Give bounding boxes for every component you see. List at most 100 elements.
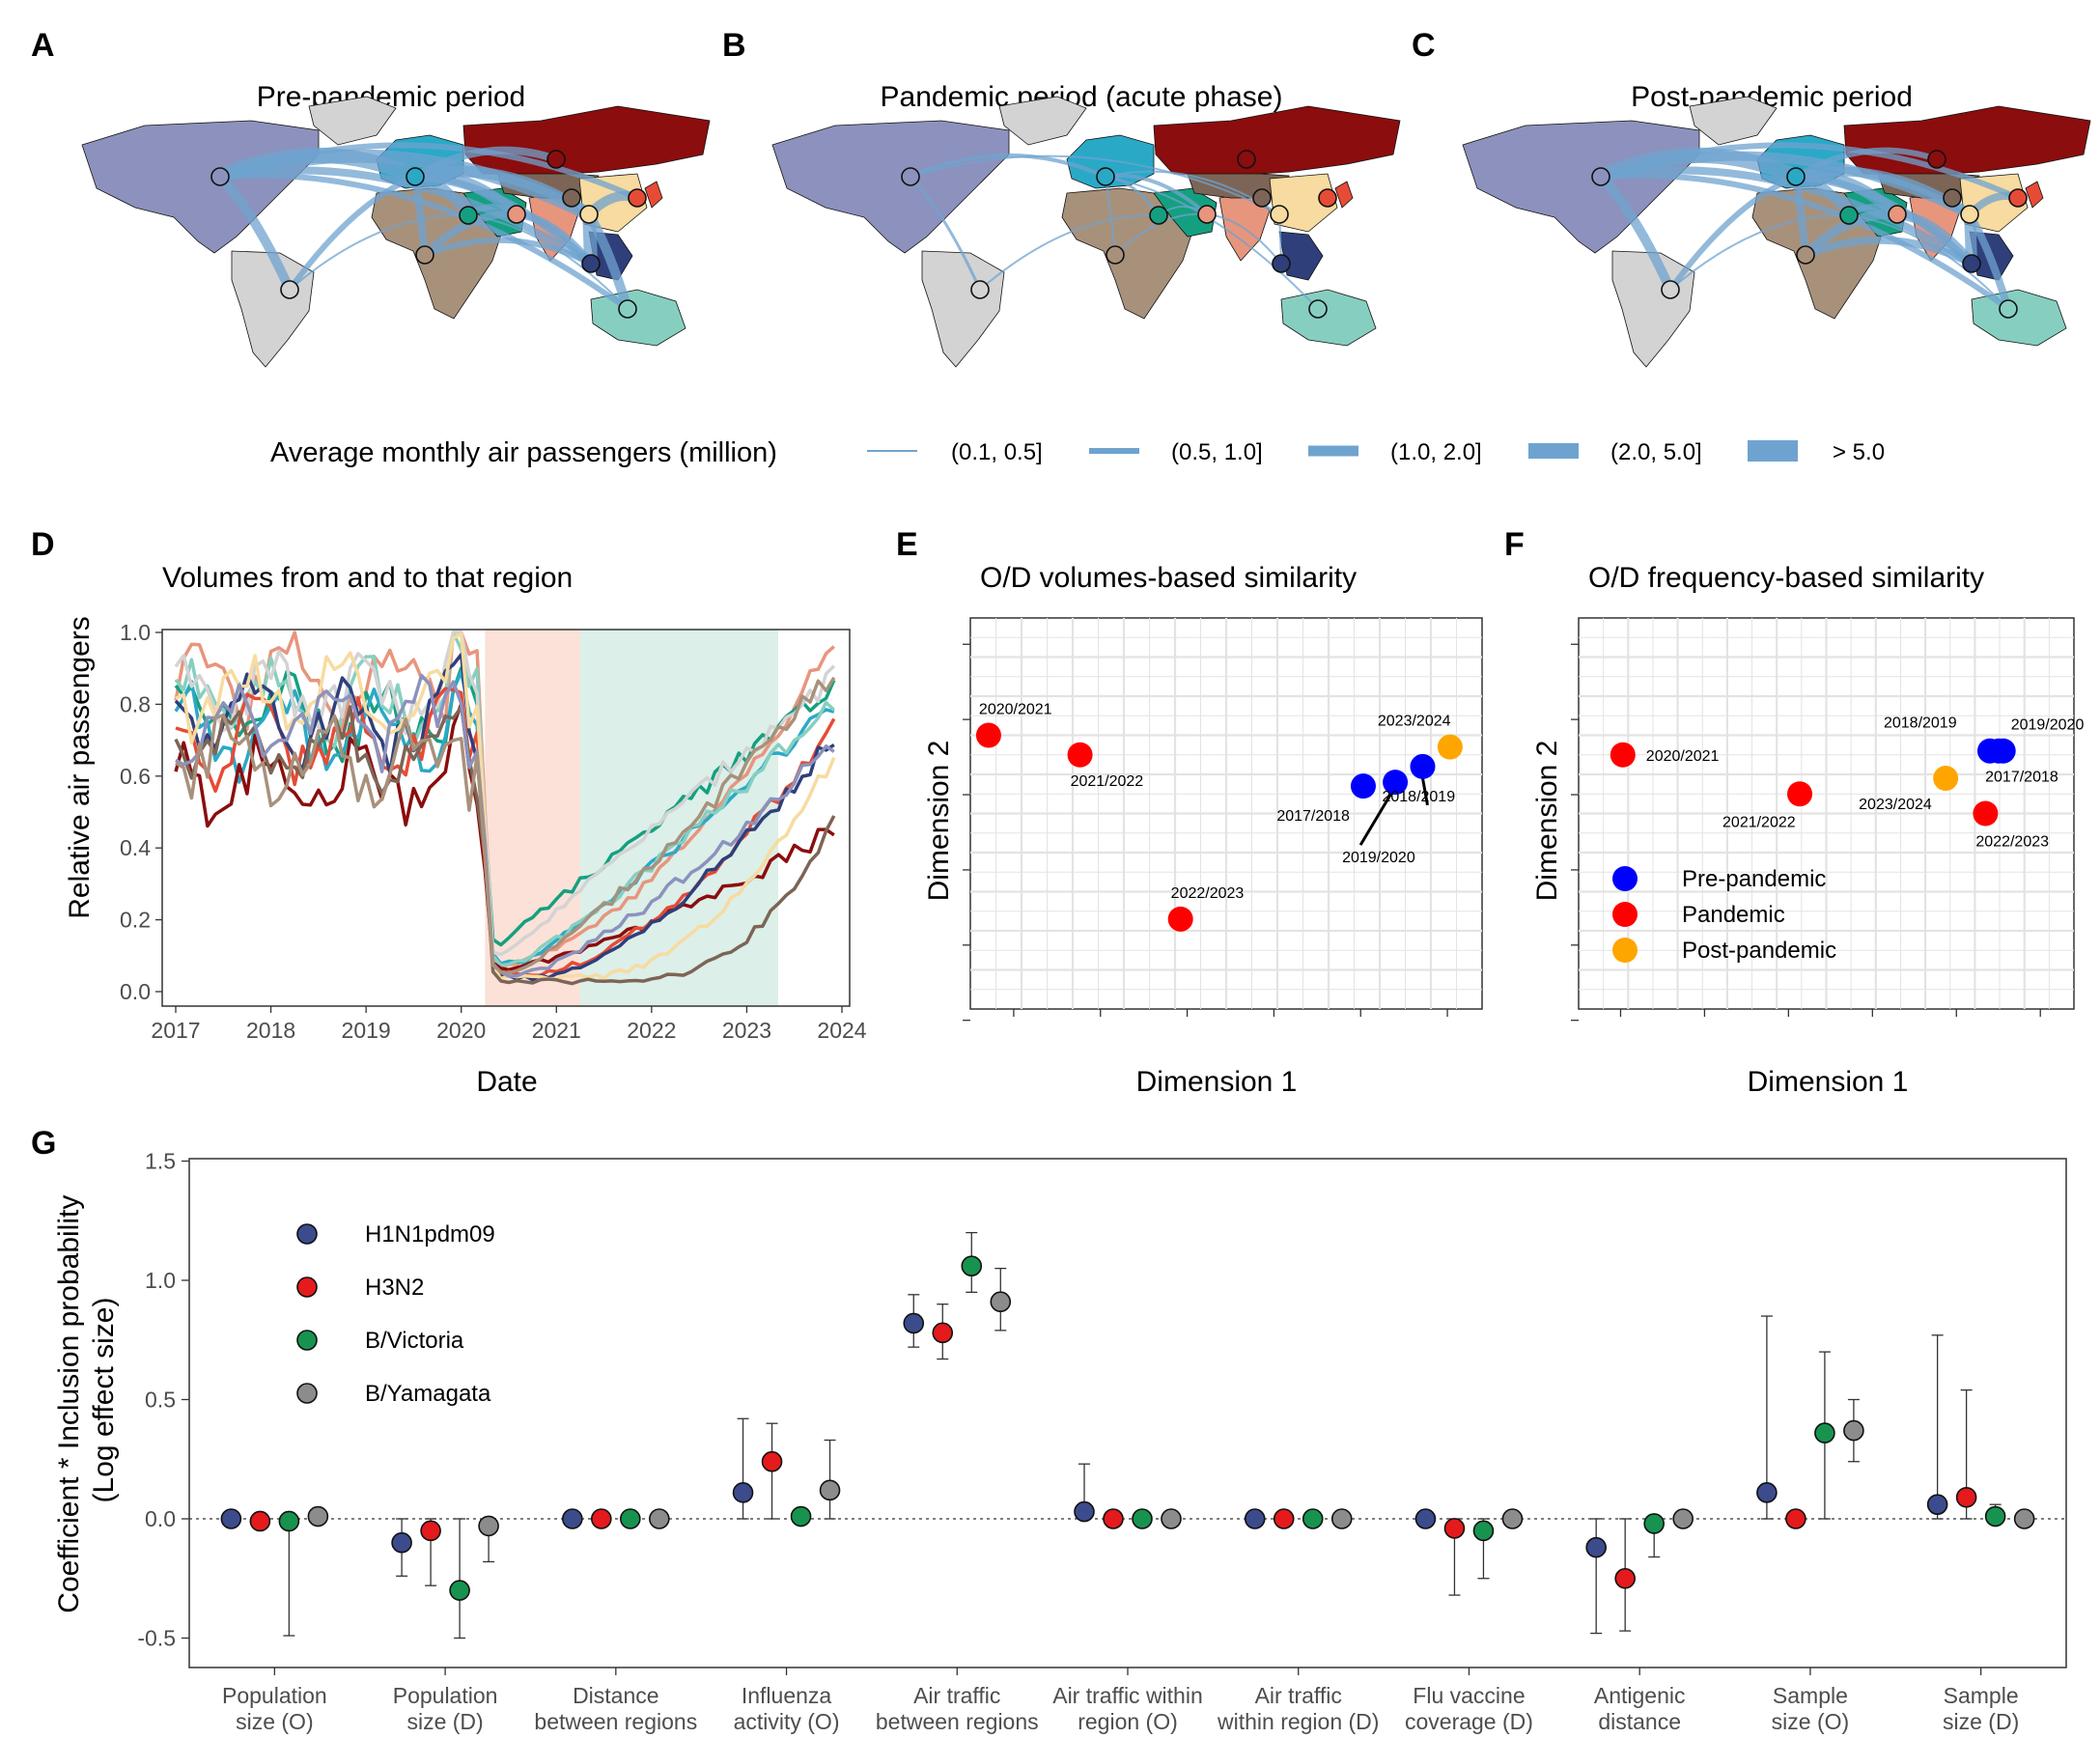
panel-label-a: A xyxy=(31,27,55,64)
air-route xyxy=(1792,173,1975,267)
point-label: 2023/2024 xyxy=(1859,797,1932,813)
category-label: Antigenic distance xyxy=(1594,1683,1686,1734)
air-route xyxy=(289,213,469,291)
region-node-af xyxy=(1796,245,1815,265)
map-a xyxy=(81,96,711,368)
panel-f-title: O/D frequency-based similarity xyxy=(1588,562,1984,594)
map-region-sa xyxy=(231,250,315,368)
map-region-na xyxy=(81,120,320,254)
panel-d-xlabel: Date xyxy=(476,1066,537,1098)
map-legend-item-4: (2.0, 5.0] xyxy=(1610,439,1702,465)
point-B/Victoria xyxy=(1984,1505,2006,1528)
y-tick-label: 0.4 xyxy=(120,835,151,860)
map-region-japan xyxy=(2025,181,2044,209)
legend-label: H1N1pdm09 xyxy=(365,1221,495,1247)
air-route xyxy=(1596,172,1675,294)
map-region-greenland xyxy=(1689,96,1778,146)
point-B/Victoria xyxy=(1643,1513,1665,1534)
panel-g-ylabel-line1: Coefficient * Inclusion probability xyxy=(53,1195,85,1613)
point-H1N1pdm09 xyxy=(562,1508,583,1529)
category-label: Air traffic within region (O) xyxy=(1052,1683,1203,1734)
air-route xyxy=(1802,236,1975,267)
category-label: Population size (D) xyxy=(393,1683,498,1734)
point-label: 2017/2018 xyxy=(1985,770,2058,786)
panel-f-xlabel: Dimension 1 xyxy=(1748,1066,1909,1098)
point-B/Victoria xyxy=(278,1510,300,1532)
point-H3N2 xyxy=(1955,1486,1977,1508)
air-route xyxy=(411,173,595,267)
map-region-sa xyxy=(1611,250,1695,368)
category-label-line: size (O) xyxy=(1772,1709,1850,1734)
region-node-ca xyxy=(1252,188,1272,208)
panel-e-title: O/D volumes-based similarity xyxy=(980,562,1357,594)
legend-swatch xyxy=(1612,902,1638,927)
category-label-line: Air traffic within xyxy=(1052,1683,1203,1708)
legend-swatch xyxy=(296,1383,318,1404)
point-2018/2019 xyxy=(1410,753,1436,779)
region-node-na xyxy=(210,167,230,186)
point-H3N2 xyxy=(1443,1518,1466,1539)
map-region-japan xyxy=(644,181,663,209)
region-node-ca xyxy=(1943,188,1962,208)
point-label: 2021/2022 xyxy=(1071,773,1144,790)
x-tick-label: 2018 xyxy=(246,1018,295,1043)
panel-label-f: F xyxy=(1504,526,1525,563)
region-node-eu xyxy=(1786,167,1806,186)
air-route xyxy=(422,237,594,266)
region-node-sea xyxy=(581,254,601,273)
category-label-line: Air traffic xyxy=(1255,1683,1342,1708)
x-tick-label: 2022 xyxy=(627,1018,676,1043)
point-label: 2020/2021 xyxy=(979,702,1052,718)
map-region-oceania xyxy=(1971,289,2067,347)
y-tick-label: 0.0 xyxy=(120,979,151,1004)
point-2022/2023 xyxy=(1973,800,1999,827)
point-2020/2021 xyxy=(975,722,1001,748)
panel-e-xlabel: Dimension 1 xyxy=(1136,1066,1298,1098)
map-region-greenland xyxy=(998,96,1087,146)
point-H3N2 xyxy=(1785,1508,1806,1529)
region-node-jp xyxy=(2008,188,2028,208)
category-label-line: size (O) xyxy=(236,1709,314,1734)
map-region-japan xyxy=(1334,181,1354,209)
category-label: Sample size (D) xyxy=(1943,1683,2019,1734)
category-label-line: Sample xyxy=(1944,1683,2019,1708)
panel-d-ylabel: Relative air passengers xyxy=(64,616,96,919)
point-label: 2017/2018 xyxy=(1276,808,1350,825)
region-node-oc xyxy=(1308,299,1328,319)
point-label: 2022/2023 xyxy=(1975,834,2049,851)
legend-swatch xyxy=(296,1223,318,1245)
legend-label: Post-pandemic xyxy=(1682,938,1836,964)
category-label-line: size (D) xyxy=(1943,1709,2019,1734)
region-node-ea xyxy=(1960,205,1979,224)
point-2017/2018 xyxy=(1986,738,2012,764)
map-legend-item-2: (0.5, 1.0] xyxy=(1171,439,1263,465)
point-H1N1pdm09 xyxy=(732,1482,754,1503)
panel-g-ylabel: Coefficient * Inclusion probability (Log… xyxy=(53,1187,120,1612)
map-b xyxy=(771,96,1401,368)
air-route xyxy=(217,172,630,312)
category-label-line: distance xyxy=(1598,1709,1681,1734)
panel-label-e: E xyxy=(896,526,918,563)
category-label-line: Distance xyxy=(573,1683,658,1708)
point-B/Yamagata xyxy=(2013,1508,2035,1529)
category-label-line: region (O) xyxy=(1078,1709,1178,1734)
point-B/Victoria xyxy=(449,1580,470,1601)
point-label: 2018/2019 xyxy=(1382,789,1455,805)
map-region-greenland xyxy=(308,96,397,146)
region-node-jp xyxy=(1318,188,1337,208)
y-tick-label: 0.2 xyxy=(120,908,151,933)
region-node-jp xyxy=(628,188,647,208)
y-tick-label: 0.5 xyxy=(145,1388,176,1413)
series-line xyxy=(175,676,836,975)
category-label-line: size (D) xyxy=(406,1709,483,1734)
series-line xyxy=(174,631,836,957)
map-region-na xyxy=(1462,120,1700,254)
region-node-ea xyxy=(1270,205,1289,224)
point-H3N2 xyxy=(420,1520,441,1542)
region-node-ea xyxy=(579,205,599,224)
point-B/Yamagata xyxy=(1161,1508,1182,1529)
panel-d-frame xyxy=(161,629,851,1007)
category-label-line: Population xyxy=(222,1683,327,1708)
x-tick-label: 2024 xyxy=(817,1018,866,1043)
point-label: 2023/2024 xyxy=(1378,714,1451,730)
